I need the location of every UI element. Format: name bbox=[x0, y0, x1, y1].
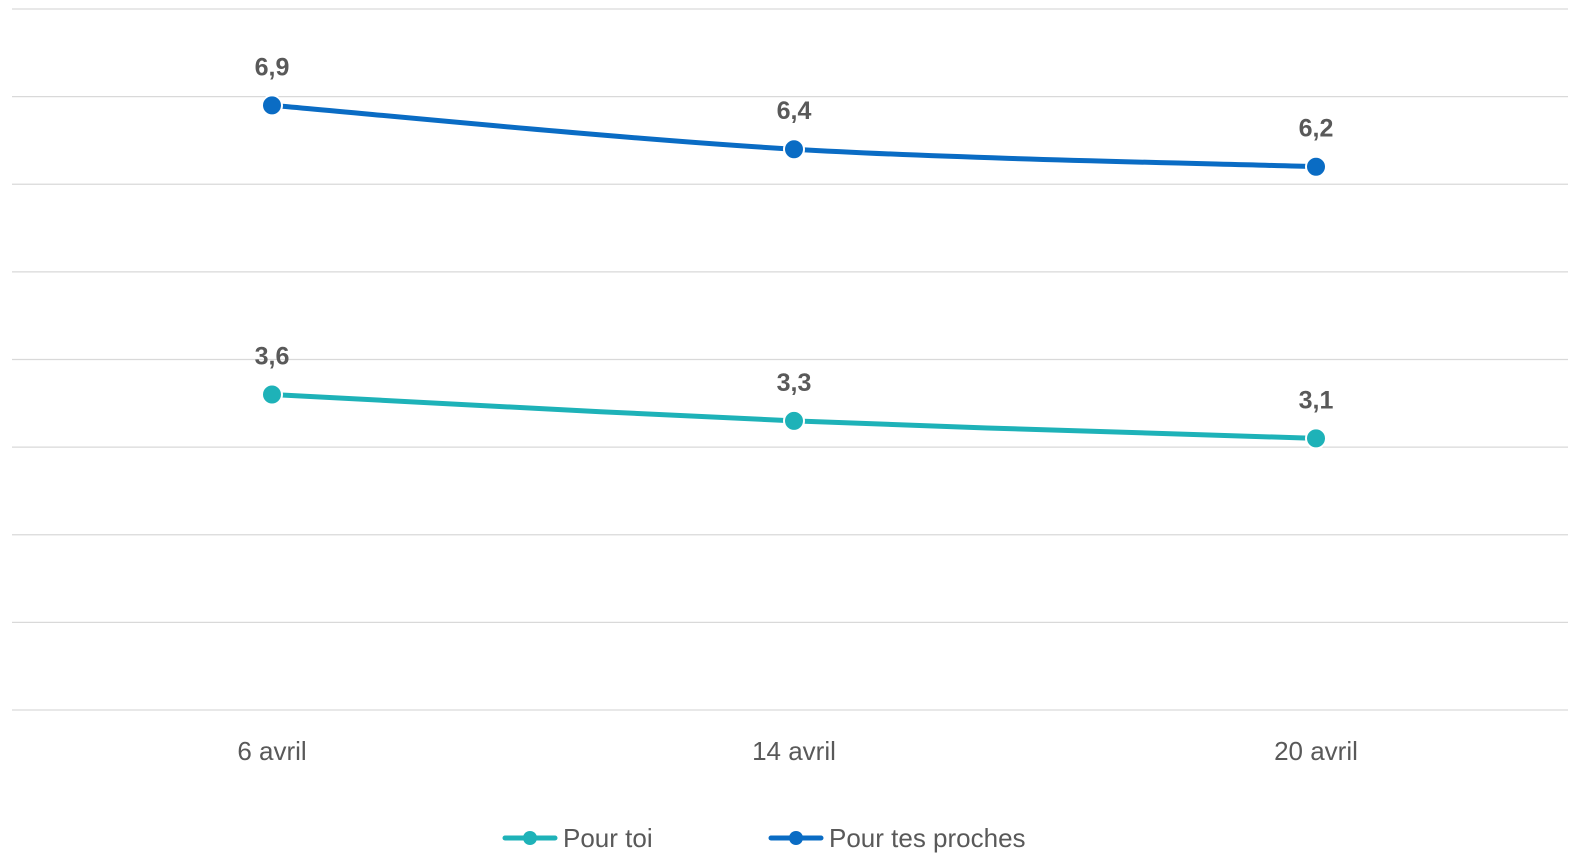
data-markers bbox=[261, 94, 1327, 450]
data-label-pour-tes-proches: 6,4 bbox=[777, 97, 812, 125]
data-point-pour-tes-proches bbox=[783, 138, 805, 161]
legend-item-pour-toi: Pour toi bbox=[502, 823, 653, 853]
data-labels: 3,6 3,3 3,1 6,9 6,4 6,2 bbox=[255, 53, 1334, 414]
legend-marker-pour-toi bbox=[523, 831, 537, 845]
data-point-pour-toi bbox=[783, 409, 805, 432]
x-tick-label: 14 avril bbox=[752, 736, 836, 766]
data-point-pour-tes-proches bbox=[1305, 155, 1327, 178]
data-label-pour-toi: 3,6 bbox=[255, 343, 290, 371]
legend-item-pour-tes-proches: Pour tes proches bbox=[768, 823, 1026, 853]
legend: Pour toi Pour tes proches bbox=[502, 823, 1026, 853]
legend-label-pour-tes-proches: Pour tes proches bbox=[829, 823, 1026, 853]
data-point-pour-toi bbox=[1305, 427, 1327, 450]
x-tick-label: 20 avril bbox=[1274, 736, 1358, 766]
data-label-pour-tes-proches: 6,2 bbox=[1299, 115, 1334, 143]
data-point-pour-tes-proches bbox=[261, 94, 283, 117]
legend-label-pour-toi: Pour toi bbox=[563, 823, 653, 853]
x-tick-label: 6 avril bbox=[237, 736, 306, 766]
data-label-pour-tes-proches: 6,9 bbox=[255, 53, 290, 81]
data-label-pour-toi: 3,3 bbox=[777, 369, 812, 397]
x-axis: 6 avril 14 avril 20 avril bbox=[237, 736, 1358, 766]
data-point-pour-toi bbox=[261, 383, 283, 406]
legend-marker-pour-tes-proches bbox=[789, 831, 803, 845]
data-label-pour-toi: 3,1 bbox=[1299, 386, 1334, 414]
gridlines bbox=[12, 8, 1568, 711]
